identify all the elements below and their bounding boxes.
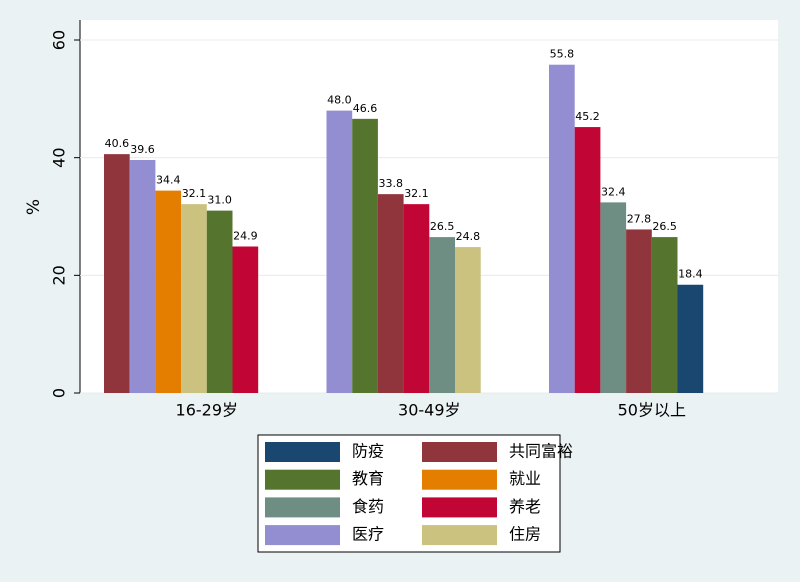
legend-label: 教育 [352,469,384,488]
value-label: 39.6 [130,143,155,156]
value-label: 46.6 [353,102,378,115]
bar [574,127,601,393]
y-tick-label: 0 [50,388,69,398]
bar [181,204,207,393]
value-label: 33.8 [379,177,404,190]
bar [326,110,353,393]
x-tick-label: 50岁以上 [618,401,686,420]
value-label: 18.4 [678,268,703,281]
value-label: 34.4 [156,174,181,187]
legend-label: 共同富裕 [509,442,573,461]
y-tick-label: 20 [50,265,69,285]
value-label: 40.6 [105,137,130,150]
legend-label: 住房 [509,525,541,544]
bar [600,202,627,393]
legend-label: 防疫 [352,442,384,461]
bar [651,237,678,393]
value-label: 31.0 [207,194,232,207]
x-tick-label: 16-29岁 [176,401,239,420]
y-axis-label: % [24,199,44,215]
value-label: 24.9 [233,230,258,243]
bar [429,237,455,393]
value-label: 45.2 [575,110,600,123]
bar [232,246,259,393]
legend-swatch [422,525,497,546]
legend-label: 养老 [509,497,541,516]
legend-label: 就业 [509,469,541,488]
value-label: 48.0 [327,94,352,107]
value-label: 27.8 [627,212,652,225]
bar [549,64,575,394]
legend-swatch [265,469,340,490]
legend-swatch [265,442,340,462]
value-label: 24.8 [456,230,481,243]
y-tick-label: 40 [50,147,69,167]
bar [129,160,156,393]
value-label: 32.4 [601,185,626,198]
value-label: 26.5 [652,220,677,233]
value-label: 32.1 [182,187,207,200]
legend-swatch [422,442,497,462]
legend-label: 食药 [352,497,384,516]
legend-label: 医疗 [352,525,384,544]
bar [206,210,233,393]
value-label: 26.5 [430,220,455,233]
bar [104,154,130,393]
bar [352,118,378,393]
legend-swatch [265,497,340,518]
value-label: 55.8 [550,48,575,61]
y-tick-label: 60 [50,30,69,50]
bar [155,190,182,393]
legend-swatch [265,525,340,546]
bar [403,204,430,393]
bar [677,284,704,393]
bar [455,247,481,393]
x-tick-label: 30-49岁 [398,401,461,420]
legend-swatch [422,497,497,518]
value-label: 32.1 [404,187,429,200]
bar [377,194,404,393]
bar [626,229,652,393]
legend-swatch [422,469,497,490]
